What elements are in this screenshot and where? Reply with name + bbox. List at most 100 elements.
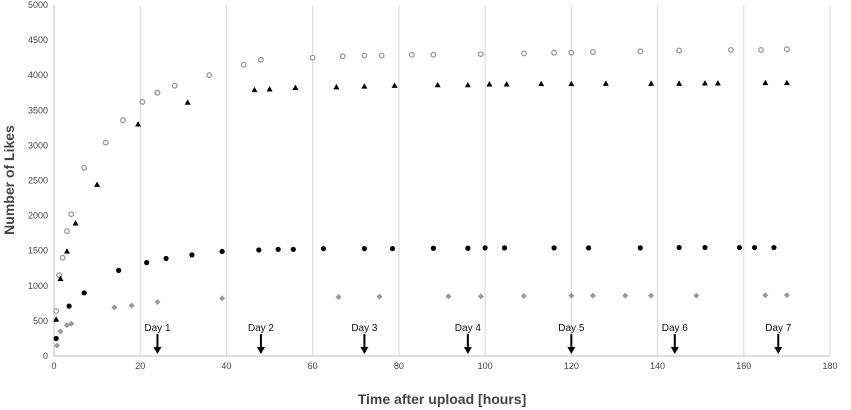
tick-labels: 0 20 40 60 80 100 120 140 160 180 0 500 1000 1500 2000… <box>28 0 838 371</box>
triangle-point <box>676 80 683 86</box>
x-tick-label: 0 <box>51 361 56 371</box>
circle-point <box>482 245 488 251</box>
day-label: Day 7 <box>765 323 792 334</box>
open-circle-point <box>68 211 75 218</box>
triangle-point <box>568 80 575 87</box>
diamond-point <box>648 292 655 299</box>
circle-point <box>361 245 367 252</box>
open-circle-point <box>59 254 66 261</box>
data-points <box>53 46 790 349</box>
day-arrow-icon <box>360 347 369 354</box>
open-circle-point <box>408 51 415 58</box>
diamond-point <box>376 293 383 300</box>
open-circle-point <box>637 48 644 55</box>
circle-point <box>66 303 72 309</box>
x-tick-label: 80 <box>394 361 404 371</box>
triangle-point <box>434 81 441 88</box>
circle-point <box>275 246 281 252</box>
circle-point <box>389 245 396 252</box>
circle-point <box>430 245 436 251</box>
circle-point <box>81 290 87 296</box>
y-tick-label: 5000 <box>28 0 48 10</box>
circle-point <box>290 246 296 252</box>
triangle-point <box>714 80 721 86</box>
y-tick-label: 3000 <box>28 140 48 150</box>
circle-point <box>736 244 743 251</box>
day-label: Day 1 <box>144 323 171 334</box>
triangle-point <box>63 248 70 254</box>
y-tick-label: 500 <box>33 316 48 326</box>
open-circle-point <box>378 52 385 59</box>
day-arrow-icon <box>153 347 162 354</box>
open-circle-point <box>758 46 764 53</box>
open-circle-point <box>154 89 161 96</box>
y-tick-label: 2000 <box>28 211 48 221</box>
triangle-point <box>464 81 471 88</box>
circle-point <box>771 244 777 251</box>
triangle-point <box>184 99 191 105</box>
triangle-point <box>762 79 769 86</box>
diamond-point <box>783 292 790 299</box>
gridlines <box>53 5 831 356</box>
triangle-point <box>648 80 655 86</box>
day-arrow-icon <box>256 347 265 354</box>
x-tick-label: 40 <box>221 361 231 371</box>
open-circle-point <box>309 54 316 61</box>
triangle-point <box>602 80 609 86</box>
circle-point <box>219 248 225 255</box>
triangle-point <box>333 83 340 90</box>
triangle-point <box>94 181 101 187</box>
day-arrow-icon <box>670 347 679 354</box>
x-axis-title: Time after upload [hours] <box>358 391 527 407</box>
circle-point <box>551 245 557 251</box>
day-label: Day 6 <box>662 323 689 334</box>
open-circle-point <box>81 164 88 171</box>
diamond-point <box>54 342 61 349</box>
x-tick-label: 140 <box>650 361 665 371</box>
diamond-point <box>445 293 452 300</box>
circle-point <box>637 245 643 251</box>
open-circle-point <box>430 51 437 58</box>
axes <box>53 5 830 357</box>
open-circle-point <box>589 49 596 55</box>
circle-point <box>676 244 682 251</box>
x-tick-label: 160 <box>736 361 751 371</box>
y-tick-label: 3500 <box>28 105 48 115</box>
day-arrow-icon <box>774 347 783 354</box>
y-tick-label: 1000 <box>28 281 48 291</box>
open-circle-point <box>783 46 790 53</box>
open-circle-point <box>676 47 683 54</box>
y-axis-title: Number of Likes <box>1 125 17 235</box>
open-circle-point <box>171 82 178 89</box>
circle-point <box>53 335 59 342</box>
triangle-point <box>503 81 510 87</box>
circle-point <box>116 267 122 273</box>
open-circle-point <box>206 72 213 79</box>
open-circle-point <box>120 117 126 124</box>
triangle-point <box>361 83 368 89</box>
diamond-point <box>568 292 575 299</box>
diamond-point <box>111 304 118 311</box>
x-tick-label: 180 <box>822 361 837 371</box>
triangle-point <box>292 84 299 91</box>
open-circle-point <box>727 46 734 53</box>
x-tick-label: 120 <box>564 361 579 371</box>
day-label: Day 5 <box>558 323 585 334</box>
open-circle-point <box>139 98 146 105</box>
diamond-point <box>589 292 596 299</box>
triangle-point <box>266 86 273 92</box>
x-tick-label: 100 <box>478 361 493 371</box>
triangle-point <box>251 86 258 93</box>
triangle-point <box>391 82 398 88</box>
circle-point <box>144 260 150 266</box>
day-arrow-icon <box>567 347 576 354</box>
triangle-point <box>53 316 60 322</box>
day-arrow-icon <box>463 347 472 354</box>
y-tick-label: 1500 <box>28 246 48 256</box>
triangle-point <box>72 220 79 226</box>
circle-point <box>751 244 758 251</box>
triangle-point <box>701 80 708 86</box>
open-circle-point <box>361 52 368 59</box>
circle-point <box>501 245 508 251</box>
